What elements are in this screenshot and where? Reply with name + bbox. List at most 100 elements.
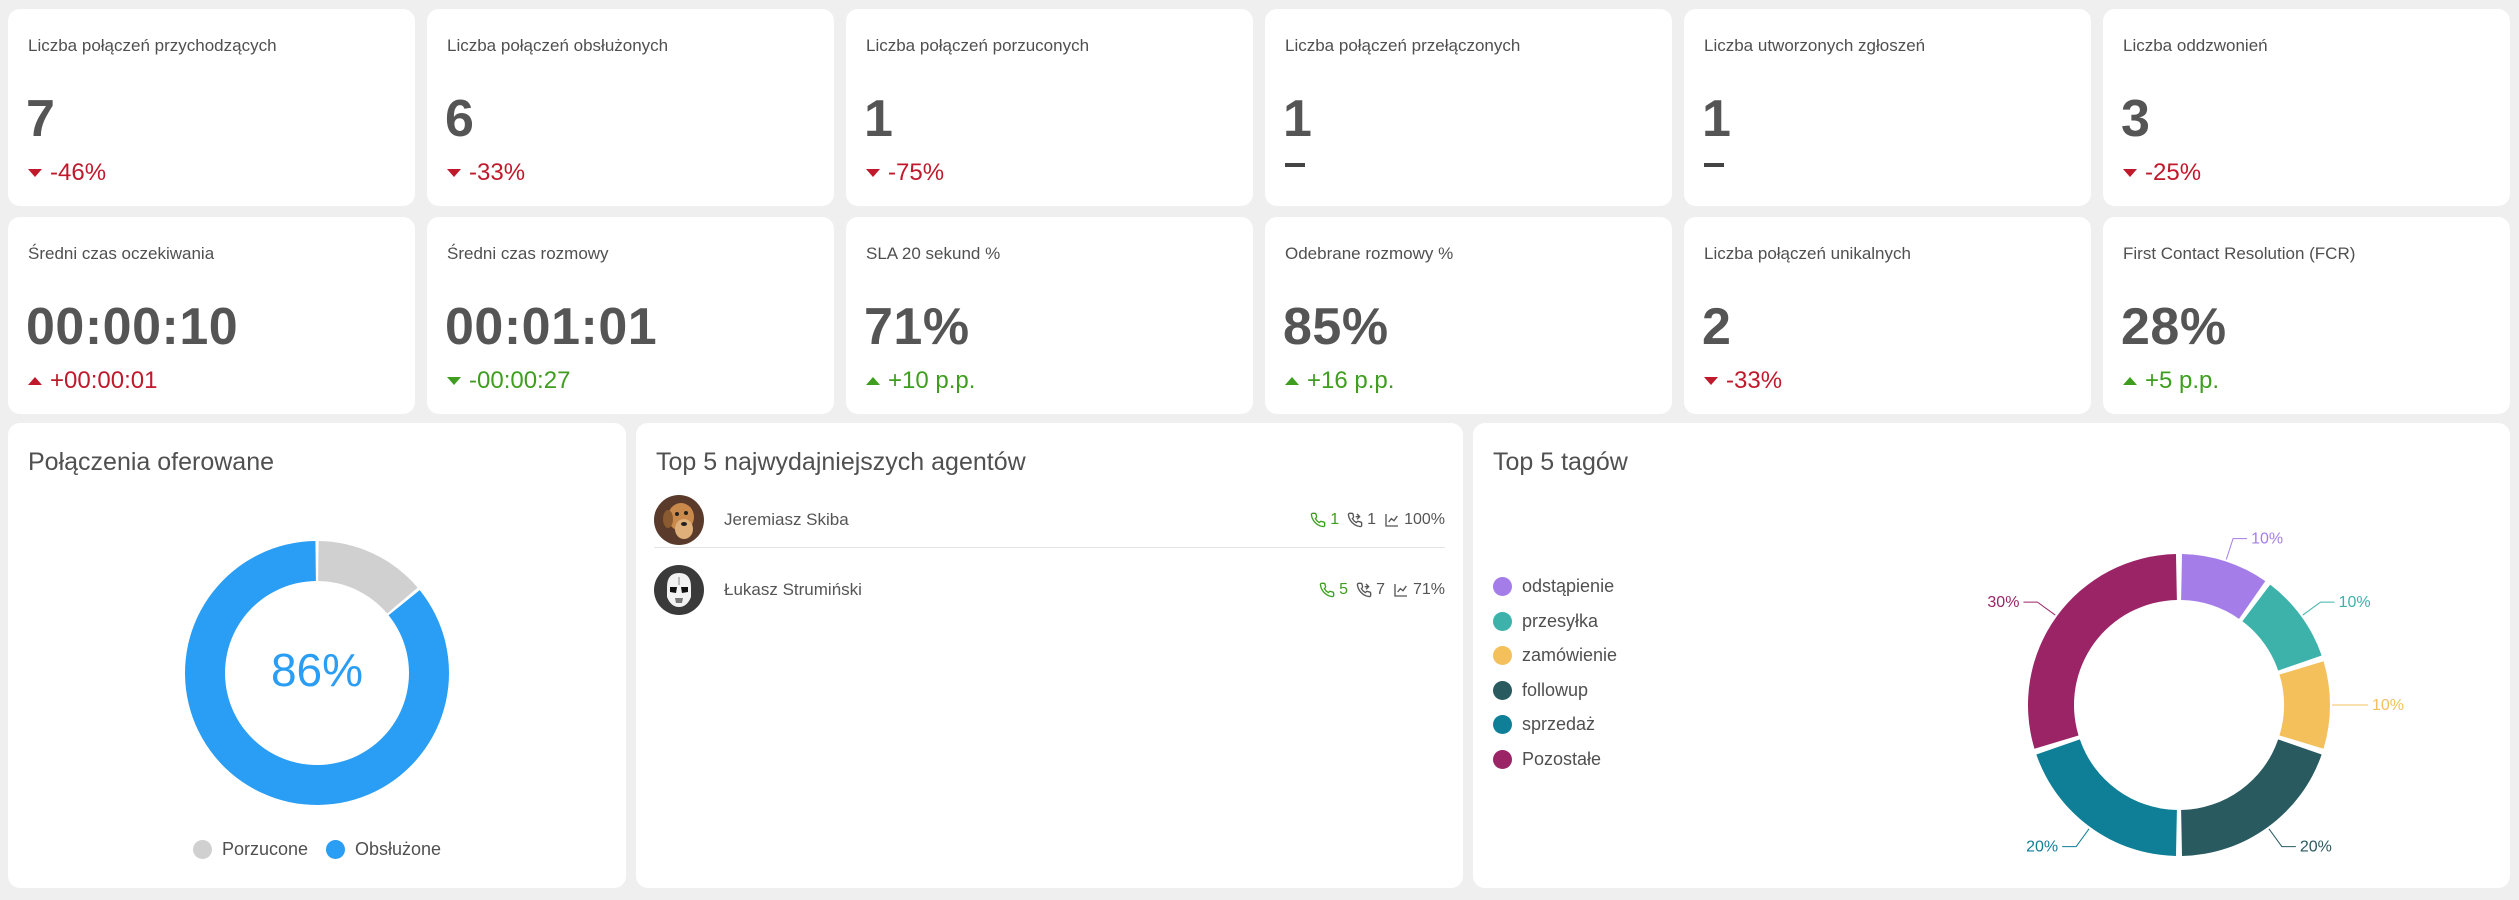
label-leader-line [2023,601,2056,616]
kpi-delta-value: -46% [50,159,107,186]
agent-stats: 1 1 100% [1302,511,1445,529]
kpi-label: First Contact Resolution (FCR) [2123,244,2356,263]
top-tags-legend: odstąpienie przesyłka zamówienie followup sp… [1493,576,1617,783]
legend-label: Pozostałe [1522,748,1602,769]
label-leader-line [2302,601,2335,616]
kpi-delta-value: -00:00:27 [469,367,571,394]
donut-slice-followup[interactable] [2181,739,2322,856]
agent-calls-value: 1 [1330,511,1340,528]
kpi-value: 7 [26,90,56,148]
kpi-value: 1 [1283,90,1313,148]
agent-row[interactable]: Jeremiasz Skiba 1 1 100% [654,485,1445,555]
kpi-card-sredni-czas-oczekiwania: Średni czas oczekiwania 00:00:10 +00:00:01 [8,217,415,414]
donut-slice-zamowienie[interactable] [2279,661,2330,749]
legend-label-porzucone: Porzucone [221,839,308,859]
kpi-delta: +5 p.p. [2123,367,2219,395]
arrow-down-icon [2123,169,2137,177]
agent-row[interactable]: Łukasz Strumiński 5 7 71% [654,555,1445,625]
kpi-delta-value: +10 p.p. [888,367,976,394]
line-chart-icon [1394,584,1407,597]
donut-slice-odstapienie[interactable] [2181,554,2266,619]
arrow-down-icon [1704,377,1718,385]
kpi-delta: +00:00:01 [28,367,157,395]
kpi-value: 00:00:10 [26,298,239,356]
kpi-label: Liczba połączeń przychodzących [28,36,277,55]
legend-label: sprzedaż [1522,714,1596,734]
kpi-delta: +10 p.p. [866,367,975,395]
agent-calls-stat: 1 [1310,511,1339,529]
kpi-delta: +16 p.p. [1285,367,1394,395]
line-chart-icon [1385,514,1399,527]
top-tags-panel: Top 5 tagów odstąpienie przesyłka zamówien… [1473,423,2510,888]
agent-divider [654,547,1445,548]
kpi-delta-value: -33% [1726,367,1783,394]
kpi-label: Liczba utworzonych zgłoszeń [1704,36,1926,55]
legend-dot [1493,577,1512,596]
legend-item-przesylka[interactable]: przesyłka [1493,611,1617,632]
kpi-delta [1704,159,1724,167]
kpi-label: Liczba połączeń obsłużonych [447,36,669,55]
phone-icon [1319,582,1335,598]
legend-label: followup [1522,679,1589,700]
kpi-label: Odebrane rozmowy % [1285,244,1454,263]
donut-data-label: 10% [2372,697,2404,714]
legend-label: odstąpienie [1522,576,1615,596]
kpi-card-odebrane-rozmowy: Odebrane rozmowy % 85% +16 p.p. [1265,217,1672,414]
kpi-label: Średni czas rozmowy [447,244,609,263]
kpi-value: 71% [864,298,970,356]
no-change-dash-icon [1704,163,1724,167]
arrow-up-icon [2123,377,2137,385]
legend-item-zamowienie[interactable]: zamówienie [1493,645,1617,666]
offered-calls-center-label: 86% [271,644,363,696]
kpi-value: 00:01:01 [445,298,658,356]
kpi-card-liczba-utworzonych-zgloszen: Liczba utworzonych zgłoszeń 1 [1684,9,2091,206]
kpi-delta-value: +00:00:01 [50,367,158,394]
kpi-delta: -00:00:27 [447,367,570,395]
phone-icon [1311,512,1326,528]
label-leader-line [2225,538,2248,560]
kpi-label: Liczba połączeń porzuconych [866,36,1090,55]
legend-dot [1493,680,1512,700]
donut-slice-porzucone[interactable] [318,541,418,614]
kpi-card-liczba-polaczen-unikalnych: Liczba połączeń unikalnych 2 -33% [1684,217,2091,414]
arrow-up-icon [28,377,42,385]
phone-forward-icon [1356,582,1372,598]
legend-dot [1493,749,1512,769]
legend-item-odstapienie[interactable]: odstąpienie [1493,576,1617,597]
kpi-delta-value: -33% [469,159,526,186]
kpi-delta [1285,159,1305,167]
offered-calls-title: Połączenia oferowane [28,448,274,476]
donut-slice-sprzedaz[interactable] [2036,739,2177,856]
kpi-label: SLA 20 sekund % [866,244,1001,263]
arrow-down-icon [447,377,461,385]
offered-calls-donut: 86% [185,541,450,805]
kpi-card-liczba-oddzwonien: Liczba oddzwonień 3 -25% [2103,9,2510,206]
legend-item-followup[interactable]: followup [1493,680,1617,701]
kpi-card-liczba-polaczen-obsluzonych: Liczba połączeń obsłużonych 6 -33% [427,9,834,206]
arrow-up-icon [1285,377,1299,385]
kpi-delta: -75% [866,159,944,187]
donut-slice-obsluzone[interactable] [185,541,450,805]
legend-label: przesyłka [1522,610,1599,631]
donut-slice-przesylka[interactable] [2242,584,2322,671]
donut-slice-pozostale[interactable] [2028,554,2177,749]
kpi-delta: -33% [447,159,525,187]
kpi-card-first-contact-resolution-fcr: First Contact Resolution (FCR) 28% +5 p.p. [2103,217,2510,414]
kpi-label: Liczba oddzwonień [2123,36,2268,55]
kpi-value: 3 [2121,90,2151,148]
kpi-label: Liczba połączeń unikalnych [1704,244,1911,263]
kpi-delta: -33% [1704,367,1782,395]
kpi-card-sla-20-sekund: SLA 20 sekund % 71% +10 p.p. [846,217,1253,414]
legend-item-obsluzone[interactable]: Obsłużone [326,839,441,860]
legend-item-porzucone[interactable]: Porzucone [192,839,308,860]
agent-efficiency-value: 71% [1412,581,1445,598]
legend-item-sprzedaz[interactable]: sprzedaż [1493,714,1617,735]
kpi-value: 1 [1702,90,1732,148]
legend-item-pozostale[interactable]: Pozostałe [1493,749,1617,770]
donut-data-label: 10% [2251,531,2283,548]
kpi-card-liczba-polaczen-porzuconych: Liczba połączeń porzuconych 1 -75% [846,9,1253,206]
legend-label-obsluzone: Obsłużone [355,839,442,859]
kpi-value: 85% [1283,298,1389,356]
agent-transfers-value: 1 [1367,511,1377,528]
legend-dot-porzucone [192,840,212,859]
